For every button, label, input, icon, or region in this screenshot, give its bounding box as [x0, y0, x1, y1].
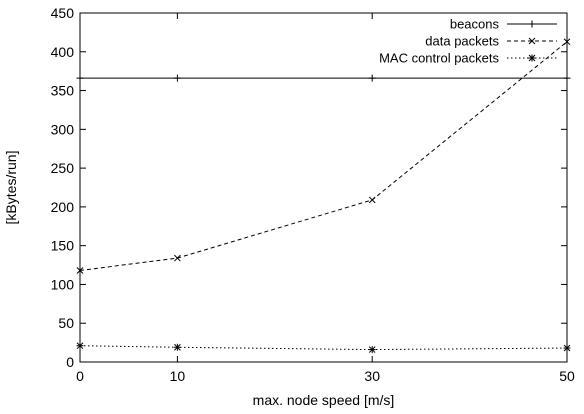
y-tick-label: 100 — [51, 276, 75, 292]
data-point — [563, 344, 571, 352]
data-point — [368, 346, 376, 354]
x-tick-label: 0 — [76, 368, 84, 384]
series-beacons — [76, 74, 571, 82]
y-tick-label: 450 — [51, 5, 75, 21]
data-point — [368, 74, 376, 82]
data-point — [173, 343, 181, 351]
legend: beacons data packets MAC control packets — [379, 17, 557, 66]
y-tick-label: 150 — [51, 238, 75, 254]
data-point — [368, 196, 376, 204]
series-line — [79, 345, 568, 351]
y-tick-label: 50 — [58, 315, 74, 331]
data-point — [563, 38, 571, 46]
series-layer — [76, 38, 571, 354]
legend-swatch-marker — [528, 54, 536, 62]
series-mac-control-packets — [76, 342, 571, 354]
y-tick-label: 300 — [51, 121, 75, 137]
series-line — [79, 41, 568, 271]
data-point — [174, 254, 181, 262]
data-point — [76, 342, 84, 350]
legend-swatch-marker — [528, 37, 536, 45]
series-data-packets — [76, 38, 571, 274]
x-tick-label: 50 — [559, 368, 575, 384]
legend-label: MAC control packets — [379, 51, 499, 66]
x-tick-label: 30 — [364, 368, 380, 384]
y-tick-label: 200 — [51, 199, 75, 215]
legend-label: data packets — [425, 34, 499, 49]
y-tick-label: 250 — [51, 160, 75, 176]
y-axis-title: [kBytes/run] — [3, 151, 19, 225]
plot-frame — [79, 12, 568, 363]
y-tick-label: 0 — [66, 354, 74, 370]
x-axis-title: max. node speed [m/s] — [253, 392, 395, 408]
data-point — [173, 74, 181, 82]
data-point — [76, 74, 84, 82]
axes: 0 50 100 150 200 250 300 350 400 450 0 10 30 50 — [51, 5, 575, 384]
legend-item: data packets — [425, 34, 557, 49]
x-tick-label: 10 — [170, 368, 186, 384]
plot-area — [79, 12, 568, 363]
data-point — [563, 74, 571, 82]
legend-label: beacons — [450, 17, 500, 32]
legend-item: beacons — [450, 17, 557, 32]
legend-swatch-marker — [528, 20, 536, 28]
y-tick-label: 350 — [51, 83, 75, 99]
legend-item: MAC control packets — [379, 51, 557, 66]
y-tick-label: 400 — [51, 44, 75, 60]
data-point — [76, 267, 84, 274]
